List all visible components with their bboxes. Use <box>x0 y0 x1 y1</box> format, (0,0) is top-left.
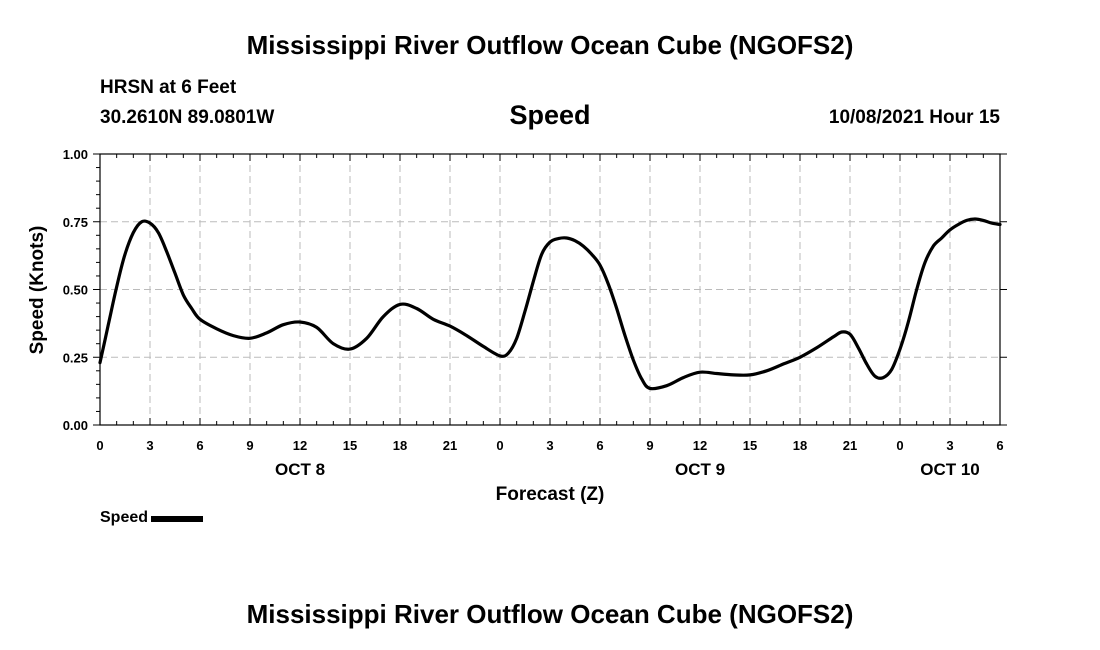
axis-labels: 0 3 6 9 12 15 18 21 0 3 6 9 12 15 18 21 0 3 6 0.00 0.25 0.50 0… <box>63 147 1004 479</box>
legend-label: Speed <box>100 509 149 526</box>
footer-title: Mississippi River Outflow Ocean Cube (NG… <box>246 599 854 629</box>
station-label: HRSN at 6 Feet <box>100 77 237 98</box>
y-tick-label: 0.50 <box>63 283 88 298</box>
day-label: OCT 9 <box>675 460 725 479</box>
x-tick-label: 12 <box>693 438 707 453</box>
y-axis-title: Speed (Knots) <box>27 226 48 355</box>
day-label: OCT 8 <box>275 460 325 479</box>
x-tick-label: 3 <box>546 438 553 453</box>
x-tick-label: 18 <box>393 438 407 453</box>
x-tick-label: 6 <box>596 438 603 453</box>
legend-line-swatch <box>151 515 204 522</box>
x-tick-label: 3 <box>146 438 153 453</box>
variable-title: Speed <box>509 100 591 130</box>
chart-title: Mississippi River Outflow Ocean Cube (NG… <box>246 30 854 60</box>
datetime-label: 10/08/2021 Hour 15 <box>828 107 1000 128</box>
x-tick-label: 0 <box>496 438 503 453</box>
x-tick-label: 0 <box>896 438 903 453</box>
speed-series-line <box>98 217 1002 391</box>
axis-ticks <box>93 153 1007 426</box>
plot-frame <box>99 153 1001 426</box>
x-tick-label: 15 <box>743 438 757 453</box>
coordinates-label: 30.2610N 89.0801W <box>100 107 275 128</box>
x-tick-label: 9 <box>246 438 253 453</box>
x-tick-label: 21 <box>843 438 857 453</box>
x-tick-label: 6 <box>196 438 203 453</box>
x-tick-label: 15 <box>343 438 357 453</box>
x-axis-title: Forecast (Z) <box>496 484 605 505</box>
x-tick-label: 21 <box>443 438 457 453</box>
x-tick-label: 9 <box>646 438 653 453</box>
x-tick-label: 12 <box>293 438 307 453</box>
x-tick-label: 3 <box>946 438 953 453</box>
y-tick-label: 0.25 <box>63 350 88 365</box>
legend: Speed <box>100 509 204 527</box>
x-tick-label: 18 <box>793 438 807 453</box>
y-tick-label: 0.00 <box>63 418 88 433</box>
y-tick-label: 1.00 <box>63 147 88 162</box>
x-tick-label: 6 <box>996 438 1003 453</box>
y-tick-label: 0.75 <box>63 215 88 230</box>
grid-lines <box>100 154 1000 425</box>
x-tick-label: 0 <box>96 438 103 453</box>
day-label: OCT 10 <box>920 460 980 479</box>
